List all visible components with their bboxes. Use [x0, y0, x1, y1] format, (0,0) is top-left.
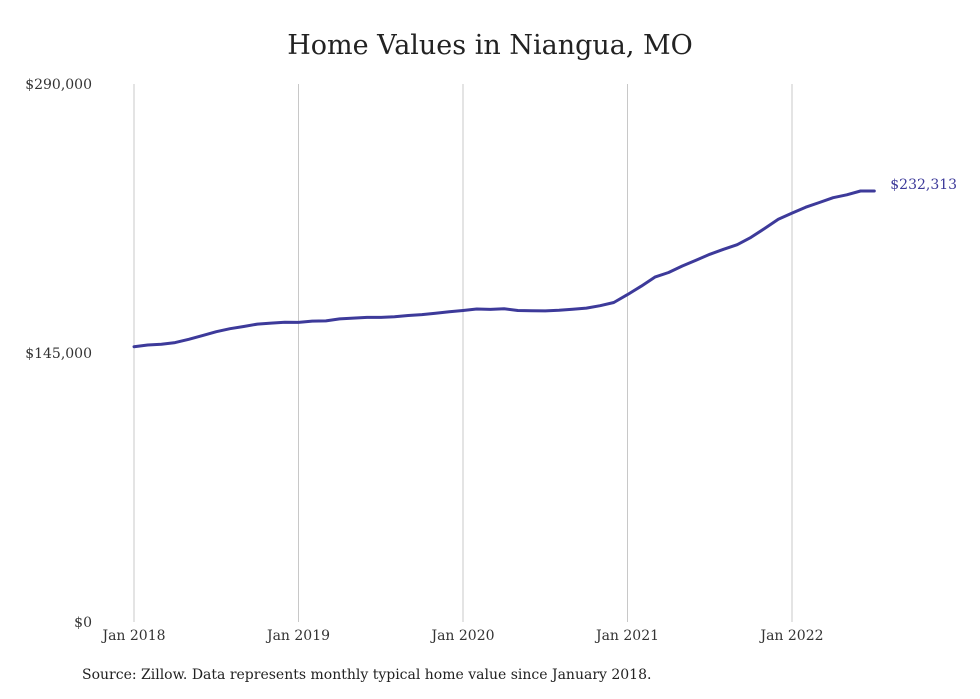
- y-tick-label: $145,000: [25, 346, 92, 362]
- x-tick-label: Jan 2018: [100, 628, 165, 644]
- series-line: [132, 189, 876, 349]
- y-tick-label: $0: [74, 615, 92, 631]
- x-tick-label: Jan 2022: [758, 628, 823, 644]
- x-tick-label: Jan 2019: [265, 628, 330, 644]
- y-tick-label: $290,000: [25, 77, 92, 93]
- x-tick-label: Jan 2021: [594, 628, 659, 644]
- x-tick-label: Jan 2020: [429, 628, 494, 644]
- source-note: Source: Zillow. Data represents monthly …: [82, 667, 652, 683]
- end-value-label: $232,313: [890, 177, 957, 193]
- chart-title: Home Values in Niangua, MO: [287, 30, 693, 61]
